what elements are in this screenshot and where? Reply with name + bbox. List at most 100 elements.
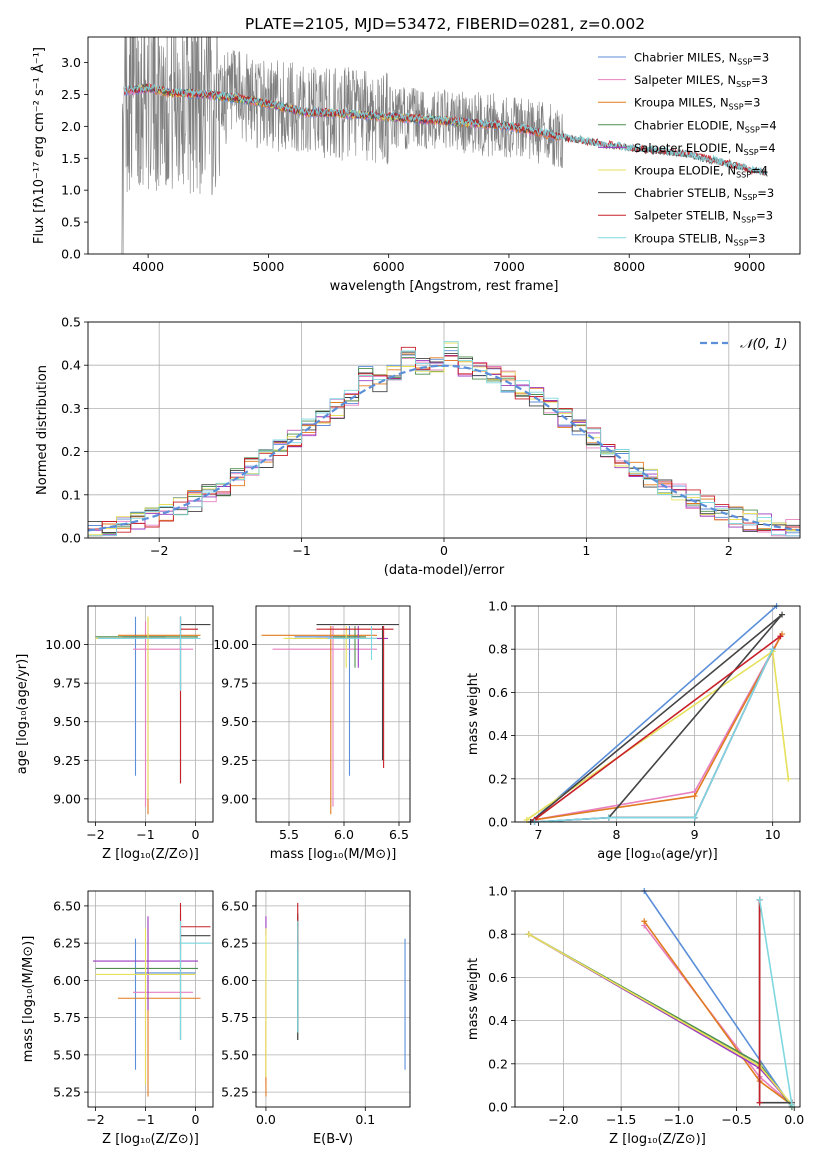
y-tick-label: 0.5 bbox=[61, 315, 81, 330]
weight-line bbox=[528, 933, 793, 1106]
x-tick-label: 0.0 bbox=[784, 1112, 804, 1127]
normal-reference-curve bbox=[87, 364, 801, 532]
plot-frame bbox=[255, 605, 411, 823]
y-tick-label: 0.4 bbox=[61, 358, 81, 373]
y-tick-label: 0.8 bbox=[488, 927, 508, 942]
y-axis-label: mass weight bbox=[466, 673, 481, 755]
y-tick-label: 0.6 bbox=[488, 970, 508, 985]
y-tick-label: 0.2 bbox=[488, 1056, 508, 1071]
y-tick-label: 2.0 bbox=[61, 119, 81, 134]
weight-point bbox=[756, 896, 763, 903]
x-tick-label: 8000 bbox=[613, 259, 645, 274]
weight-point bbox=[691, 814, 698, 821]
y-tick-label: 0.3 bbox=[61, 401, 81, 416]
histogram-step-line bbox=[88, 341, 800, 537]
x-tick-label: −0.5 bbox=[721, 1112, 751, 1127]
y-tick-label: 0.0 bbox=[488, 815, 508, 830]
y-tick-label: 9.25 bbox=[53, 753, 81, 768]
y-tick-label: 9.75 bbox=[221, 676, 249, 691]
y-tick-label: 6.25 bbox=[221, 936, 249, 951]
x-tick-label: 5.5 bbox=[279, 827, 299, 842]
x-axis-label: Z [log₁₀(Z/Z⊙)] bbox=[102, 847, 199, 862]
x-tick-label: −1.0 bbox=[664, 1112, 694, 1127]
x-tick-label: 0.0 bbox=[256, 1112, 276, 1127]
y-tick-label: 3.0 bbox=[61, 55, 81, 70]
errorbar-area bbox=[265, 902, 406, 1097]
y-tick-label: 0.0 bbox=[488, 1100, 508, 1115]
plot-frame bbox=[87, 605, 214, 823]
y-axis-label: Flux [fλ10⁻¹⁷ erg cm⁻² s⁻¹ Å⁻¹] bbox=[31, 47, 47, 244]
y-tick-label: 0.6 bbox=[488, 685, 508, 700]
plot-frame bbox=[514, 890, 801, 1108]
plot-frame bbox=[514, 605, 801, 823]
spectrum-legend: Chabrier MILES, NSSP=3 Salpeter MILES, NS… bbox=[598, 51, 777, 247]
y-tick-label: 9.25 bbox=[221, 753, 249, 768]
x-tick-label: 0 bbox=[192, 827, 200, 842]
x-tick-label: 8 bbox=[613, 827, 621, 842]
x-tick-label: 0.1 bbox=[355, 1112, 375, 1127]
weight-line bbox=[758, 899, 793, 1105]
errorbar-area bbox=[93, 902, 211, 1097]
x-tick-label: 6.5 bbox=[389, 827, 409, 842]
x-tick-label: 5000 bbox=[252, 259, 284, 274]
x-tick-label: −1 bbox=[136, 1112, 154, 1127]
weight-point bbox=[785, 775, 792, 782]
x-tick-label: 6.0 bbox=[334, 827, 354, 842]
y-axis-label: Normed distribution bbox=[35, 365, 50, 495]
weight-line bbox=[530, 613, 783, 823]
z-mass-panel: −2 −1 0 5.25 5.50 5.75 6.00 6.25 6.50 Z [log₁₀(Z/… bbox=[21, 890, 214, 1147]
x-tick-label: 1 bbox=[582, 543, 590, 558]
x-tick-label: 0 bbox=[192, 1112, 200, 1127]
residuals-panel: −2 −1 0 1 2 0.0 0.1 0.2 0.3 0.4 0.5 𝒩(0, 1) (data-mo… bbox=[35, 315, 801, 578]
y-axis-label: mass [log₁₀(M/M⊙)] bbox=[21, 936, 36, 1063]
y-tick-label: 0.0 bbox=[61, 247, 81, 262]
legend-label: Kroupa ELODIE, NSSP=4 bbox=[634, 164, 768, 180]
errorbar-area bbox=[261, 623, 399, 815]
figure-title: PLATE=2105, MJD=53472, FIBERID=0281, z=0… bbox=[245, 15, 645, 33]
x-axis-label: wavelength [Angstrom, rest frame] bbox=[330, 279, 559, 294]
x-tick-label: −2.0 bbox=[548, 1112, 578, 1127]
x-axis-label: (data-model)/error bbox=[384, 563, 505, 578]
legend-label: 𝒩(0, 1) bbox=[740, 337, 787, 352]
y-tick-label: 0.2 bbox=[488, 771, 508, 786]
plot-frame bbox=[87, 890, 214, 1108]
ebv-mass-panel: 0.0 0.1 5.25 5.50 5.75 6.00 6.25 6.50 E(B-V) bbox=[221, 890, 411, 1147]
errorbar-area bbox=[95, 616, 211, 815]
x-tick-label: −2 bbox=[86, 1112, 104, 1127]
y-tick-label: 10.00 bbox=[45, 637, 81, 652]
y-tick-label: 0.0 bbox=[61, 531, 81, 546]
legend-label: Salpeter MILES, NSSP=3 bbox=[634, 73, 768, 89]
y-tick-label: 6.00 bbox=[53, 973, 81, 988]
y-tick-label: 6.50 bbox=[221, 898, 249, 913]
x-tick-label: 0 bbox=[440, 543, 448, 558]
x-tick-label: 9000 bbox=[734, 259, 766, 274]
legend-label: Chabrier MILES, NSSP=3 bbox=[634, 51, 769, 67]
x-tick-label: 7 bbox=[534, 827, 542, 842]
x-tick-label: 6000 bbox=[373, 259, 405, 274]
x-tick-label: −1.5 bbox=[606, 1112, 636, 1127]
weight-line bbox=[528, 933, 793, 1106]
weight-point bbox=[779, 611, 786, 618]
y-tick-label: 1.0 bbox=[488, 599, 508, 614]
legend-label: Salpeter ELODIE, NSSP=4 bbox=[634, 141, 776, 157]
y-tick-label: 9.50 bbox=[221, 714, 249, 729]
z-age-panel: −2 −1 0 9.00 9.25 9.50 9.75 10.00 Z [log₁₀(Z/Z⊙)… bbox=[15, 605, 214, 862]
x-axis-label: age [log₁₀(age/yr)] bbox=[597, 847, 718, 862]
weight-point bbox=[777, 633, 784, 640]
legend-label: Chabrier STELIB, NSSP=3 bbox=[634, 186, 774, 202]
x-tick-label: −2 bbox=[86, 827, 104, 842]
plot-frame bbox=[255, 890, 411, 1108]
legend-label: Chabrier ELODIE, NSSP=4 bbox=[634, 118, 777, 134]
x-tick-label: 4000 bbox=[132, 259, 164, 274]
y-tick-label: 0.4 bbox=[488, 728, 508, 743]
model-spectrum-line bbox=[123, 83, 768, 176]
y-tick-label: 5.25 bbox=[53, 1085, 81, 1100]
y-tick-label: 6.50 bbox=[53, 898, 81, 913]
y-tick-label: 1.0 bbox=[488, 884, 508, 899]
spectrum-area bbox=[121, 37, 768, 254]
y-tick-label: 9.00 bbox=[221, 791, 249, 806]
weight-point bbox=[756, 1099, 763, 1106]
weight-point bbox=[641, 918, 648, 925]
y-tick-label: 6.00 bbox=[221, 973, 249, 988]
